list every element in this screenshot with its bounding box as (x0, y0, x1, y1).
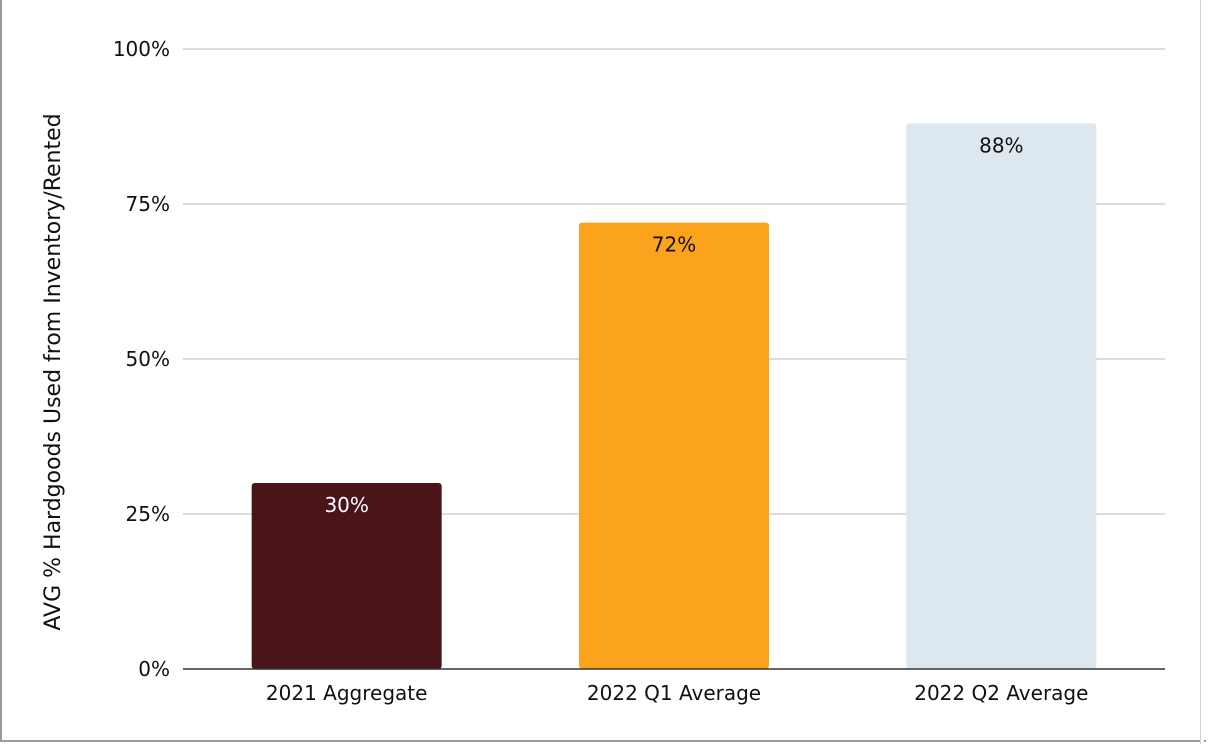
x-tick-label: 2022 Q2 Average (914, 681, 1088, 705)
y-axis-label: AVG % Hardgoods Used from Inventory/Rent… (41, 113, 66, 630)
y-tick-label: 50% (126, 347, 170, 371)
data-label: 72% (652, 233, 696, 257)
y-tick-label: 0% (138, 657, 170, 681)
y-tick-label: 25% (126, 502, 170, 526)
bar (906, 123, 1097, 669)
y-axis-ticks: 0% 25% 50% 75% 100% (113, 37, 170, 681)
y-tick-label: 75% (126, 192, 170, 216)
data-label: 88% (979, 133, 1023, 157)
right-edge-rule (1200, 0, 1204, 744)
data-label: 30% (324, 493, 368, 517)
x-tick-label: 2021 Aggregate (266, 681, 428, 705)
bars (251, 123, 1097, 669)
x-tick-label: 2022 Q1 Average (587, 681, 761, 705)
bar (579, 222, 769, 669)
bar (251, 483, 442, 669)
data-labels: 30% 72% 88% (324, 133, 1023, 517)
y-tick-label: 100% (113, 37, 170, 61)
x-axis-ticks: 2021 Aggregate 2022 Q1 Average 2022 Q2 Ave… (183, 668, 1165, 705)
